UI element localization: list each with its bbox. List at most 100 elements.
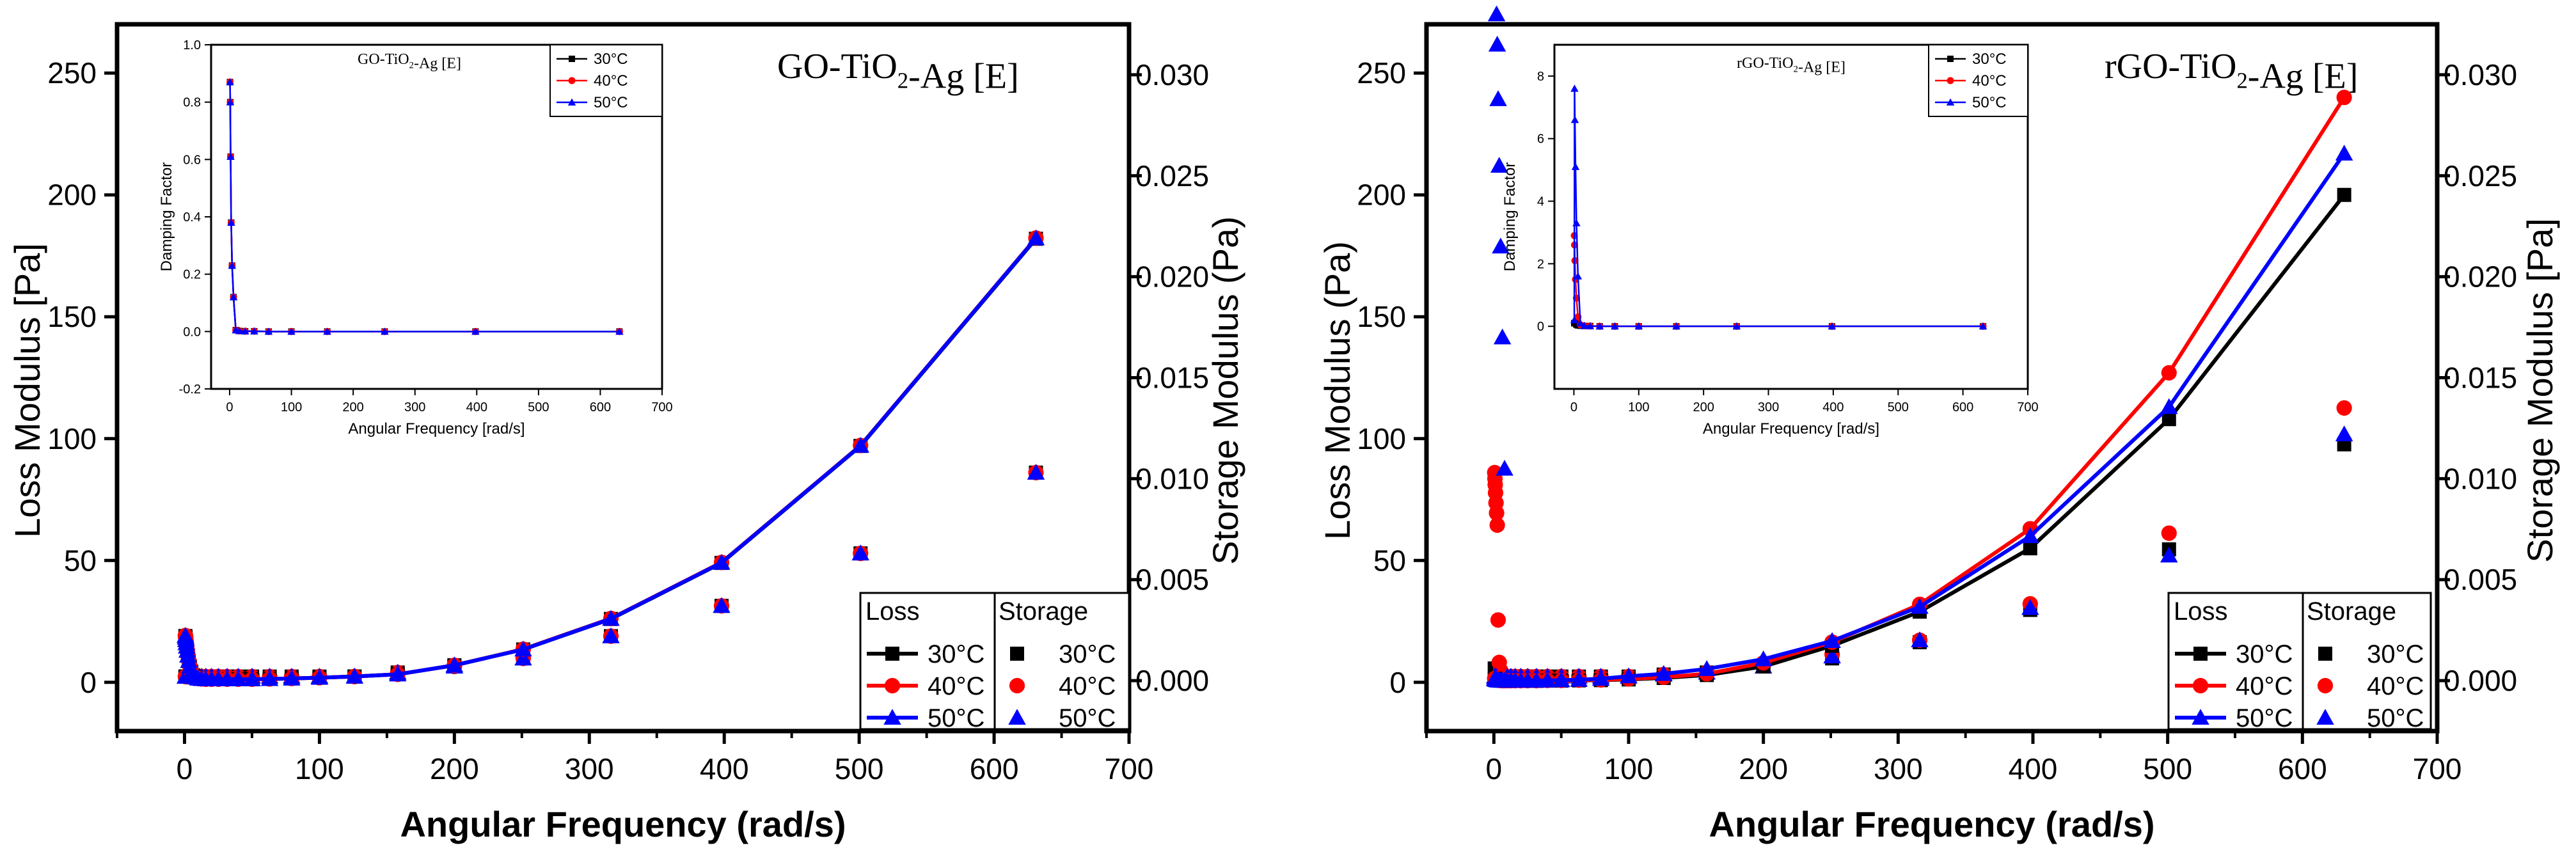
legend-storage-label: 50°C: [1059, 704, 1116, 732]
inset-y-axis-label: Damping Factor: [1501, 162, 1519, 272]
x-tick-label: 200: [430, 752, 479, 785]
inset-x-tick-label: 100: [1628, 400, 1649, 414]
storage-point: [514, 649, 532, 666]
inset-y-tick-label: 1.0: [183, 38, 201, 52]
storage-point: [1487, 5, 1506, 22]
legend-loss-marker: [884, 677, 901, 694]
inset-point: [1611, 322, 1619, 330]
inset-point: [235, 327, 244, 335]
legend-loss-label: 40°C: [2236, 672, 2293, 700]
inset-y-tick-label: 0.8: [183, 96, 201, 110]
inset-point: [1571, 162, 1580, 170]
inset-y-tick-label: 0: [1537, 320, 1544, 334]
x-tick-label: 0: [177, 752, 193, 785]
x-tick-label: 600: [2278, 752, 2327, 785]
inset-y-axis-label: Damping Factor: [158, 162, 175, 272]
inset-x-tick-label: 500: [1888, 400, 1909, 414]
loss-point: [602, 610, 620, 626]
x-tick-label: 500: [835, 752, 884, 785]
y-right-tick-label: 0.030: [1135, 58, 1209, 91]
storage-point: [1496, 459, 1513, 476]
loss-point: [283, 669, 301, 686]
y-right-tick-label: 0.025: [2444, 159, 2517, 193]
inset-y-tick-label: 6: [1537, 132, 1544, 146]
legend-storage-label: 30°C: [1059, 640, 1116, 668]
storage-point: [1490, 157, 1508, 173]
inset-point: [1570, 116, 1579, 123]
inset-x-tick-label: 300: [404, 400, 425, 414]
x-tick-label: 400: [700, 752, 749, 785]
y-left-axis-label: Loss Modulus [Pa]: [7, 243, 47, 538]
x-tick-label: 600: [970, 752, 1019, 785]
inset-y-tick-label: 0.4: [183, 210, 201, 225]
x-tick-label: 100: [1604, 752, 1654, 785]
x-tick-label: 100: [295, 752, 344, 785]
inset-point: [615, 327, 624, 335]
loss-point: [445, 656, 464, 673]
inset-legend-marker: [568, 77, 576, 84]
inset-point: [229, 293, 238, 301]
inset-legend-marker: [1947, 77, 1954, 84]
legend-loss-label: 50°C: [2236, 704, 2293, 732]
legend-header-storage: Storage: [2307, 597, 2396, 626]
y-left-tick-label: 150: [1357, 300, 1406, 333]
inset-series-line: [1573, 88, 1984, 327]
y-left-tick-label: 0: [1389, 666, 1406, 699]
inset-legend-marker: [569, 56, 575, 62]
legend-header-loss: Loss: [2174, 597, 2228, 626]
inset-legend-marker: [1946, 98, 1955, 106]
inset-legend-label: 30°C: [594, 51, 628, 68]
legend-loss-marker: [2192, 677, 2209, 694]
y-left-tick-label: 100: [47, 422, 97, 455]
y-left-tick-label: 250: [1357, 56, 1406, 90]
inset-point: [1828, 322, 1837, 330]
y-left-tick-label: 150: [47, 300, 97, 333]
y-right-tick-label: 0.030: [2444, 58, 2517, 91]
storage-point: [2021, 599, 2039, 615]
inset-point: [226, 78, 234, 86]
y-left-tick-label: 250: [47, 56, 97, 90]
loss-point: [1553, 671, 1570, 688]
inset-point: [1634, 322, 1643, 330]
loss-point: [218, 670, 236, 686]
inset-x-tick-label: 500: [528, 400, 549, 414]
storage-point: [2161, 525, 2177, 541]
inset-legend-label: 50°C: [594, 94, 628, 111]
x-tick-label: 500: [2143, 752, 2192, 785]
loss-point: [2161, 365, 2177, 381]
loss-point: [713, 553, 731, 570]
loss-point: [388, 665, 407, 682]
inset-point: [1570, 84, 1579, 92]
legend-storage-marker: [2316, 709, 2334, 725]
loss-point: [1911, 597, 1929, 614]
inset-x-tick-label: 600: [1952, 400, 1973, 414]
inset-point: [1572, 219, 1581, 226]
inset-x-tick-label: 700: [2017, 400, 2038, 414]
inset-point: [323, 327, 331, 335]
storage-point: [1490, 612, 1506, 628]
inset-y-tick-label: 8: [1537, 70, 1544, 84]
loss-point: [2021, 527, 2039, 544]
loss-point: [2023, 541, 2037, 556]
inset-point: [228, 261, 237, 269]
x-axis-label: Angular Frequency (rad/s): [400, 804, 846, 844]
inset-x-tick-label: 0: [226, 400, 233, 414]
loss-point: [1570, 670, 1588, 687]
inset-point: [1672, 322, 1680, 330]
x-tick-label: 0: [1486, 752, 1503, 785]
inset-point: [226, 152, 235, 160]
legend-header-storage: Storage: [999, 597, 1088, 626]
y-right-tick-label: 0.005: [1135, 563, 1209, 596]
loss-point: [229, 670, 248, 686]
inset-point: [381, 327, 389, 335]
left-panel: 0 100 200 300 400 500 600 700 0 50 100 150 200 250 0.0…: [7, 22, 1245, 844]
inset-legend-marker: [567, 98, 576, 106]
inset-legend-label: 40°C: [1972, 72, 2007, 90]
loss-point: [2160, 398, 2178, 414]
legend-storage-label: 40°C: [1059, 672, 1116, 700]
inset-point: [241, 327, 249, 335]
y-left-tick-label: 50: [64, 544, 97, 577]
storage-point: [602, 627, 620, 643]
loss-point: [243, 670, 261, 686]
y-right-tick-label: 0.020: [2444, 260, 2517, 294]
